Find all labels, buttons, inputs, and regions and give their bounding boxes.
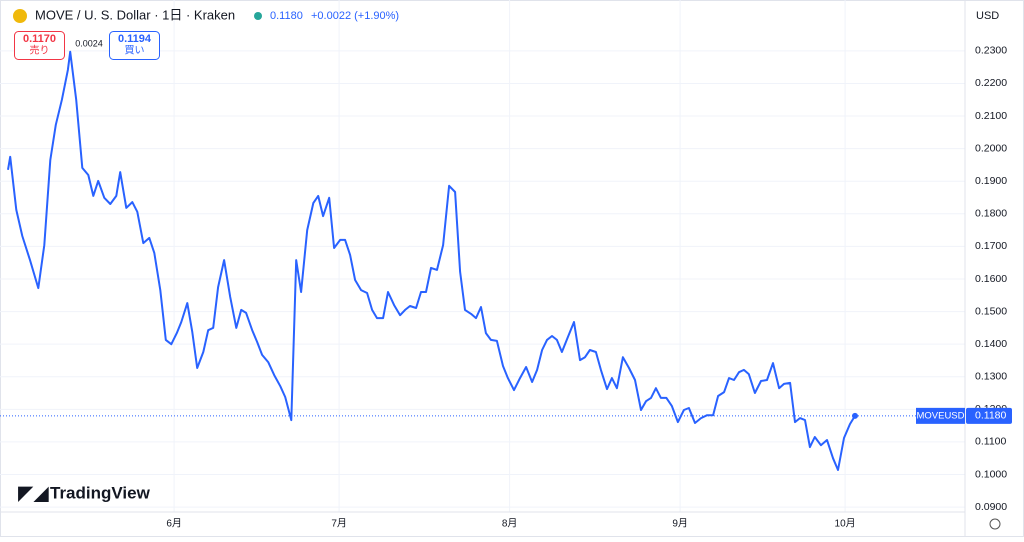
y-tick-label: 0.1700 — [975, 240, 1007, 252]
y-tick-label: 0.1800 — [975, 208, 1007, 220]
brand: TradingView — [50, 483, 151, 502]
grid — [0, 0, 965, 512]
buy-button[interactable] — [109, 31, 160, 60]
status-dot — [254, 12, 262, 20]
price-tag-bg — [966, 407, 1012, 424]
sell-label: 売り — [30, 44, 50, 57]
y-tick-label: 0.1600 — [975, 273, 1007, 285]
y-tick-label: 0.2300 — [975, 45, 1007, 57]
y-tick-label: 0.1400 — [975, 338, 1007, 350]
x-tick-label: 8月 — [502, 518, 518, 530]
buy-price: 0.1194 — [118, 33, 152, 45]
y-tick-label: 0.2200 — [975, 77, 1007, 89]
price-tag: 0.1180 — [975, 410, 1006, 422]
y-tick-label: 0.1900 — [975, 175, 1007, 187]
price-tag-name-bg — [916, 407, 965, 424]
sell-price: 0.1170 — [23, 33, 56, 45]
brand-logo: ◤◢ — [18, 482, 49, 504]
price-line — [7, 50, 856, 471]
y-tick-label: 0.2000 — [975, 142, 1007, 154]
y-tick-label: 0.0900 — [975, 501, 1007, 513]
header: MOVE / U. S. Dollar · 1日 · Kraken 0.1180… — [13, 7, 1001, 530]
x-tick-label: 10月 — [835, 518, 856, 530]
symbol-icon — [13, 9, 27, 23]
settings-button[interactable] — [989, 518, 1001, 530]
currency[interactable]: USD — [976, 10, 999, 22]
x-tick-label: 6月 — [166, 518, 182, 530]
last-point — [852, 412, 858, 419]
y-tick-label: 0.1500 — [975, 305, 1007, 317]
y-tick-label: 0.2100 — [975, 110, 1007, 122]
symbol: MOVE / U. S. Dollar · 1日 · Kraken — [35, 7, 235, 22]
change: +0.0022 (+1.90%) — [311, 10, 399, 22]
x-tick-label: 9月 — [672, 518, 688, 530]
y-tick-label: 0.1000 — [975, 468, 1007, 480]
y-tick-label: 0.1100 — [975, 436, 1006, 448]
x-tick-label: 7月 — [331, 518, 347, 530]
plot — [0, 50, 965, 471]
sell-button[interactable] — [14, 31, 65, 60]
spread: 0.0024 — [75, 38, 103, 48]
y-tick-label: 0.1300 — [975, 371, 1007, 383]
last-price: 0.1180 — [270, 10, 303, 22]
price-tag-name: MOVEUSD — [916, 410, 964, 421]
buy-label: 買い — [125, 45, 145, 57]
